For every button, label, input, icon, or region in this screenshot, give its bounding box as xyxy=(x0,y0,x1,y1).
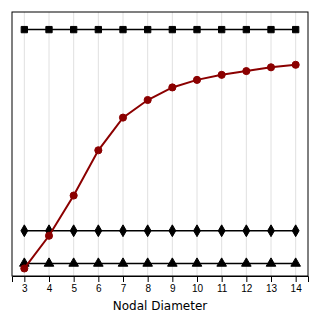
x-tick-mark xyxy=(246,276,247,282)
x-tick-mark xyxy=(197,276,198,282)
x-tick-label: 11 xyxy=(217,283,228,294)
series-marker xyxy=(44,258,54,266)
x-axis-line xyxy=(13,277,309,283)
x-tick-label: 8 xyxy=(145,283,151,294)
x-tick-mark xyxy=(222,276,223,282)
series-marker xyxy=(143,258,153,266)
x-tick-label: 10 xyxy=(192,283,204,294)
series-marker xyxy=(291,258,301,266)
x-tick: 6 xyxy=(96,276,102,294)
x-tick-label: 3 xyxy=(22,283,28,294)
x-tick-label: 4 xyxy=(47,283,53,294)
series-marker xyxy=(194,26,200,32)
series-marker xyxy=(217,258,227,266)
x-tick-label: 12 xyxy=(241,283,253,294)
x-tick-label: 9 xyxy=(170,283,176,294)
x-tick-mark xyxy=(296,276,297,282)
x-tick: 13 xyxy=(266,276,278,294)
series-marker xyxy=(169,84,176,91)
x-tick-mark xyxy=(49,276,50,282)
series-marker xyxy=(21,225,28,237)
series-marker xyxy=(243,68,250,75)
series-marker xyxy=(168,258,178,266)
series-marker xyxy=(293,26,299,32)
series-line xyxy=(24,65,295,269)
x-tick-label: 14 xyxy=(291,283,303,294)
series-marker xyxy=(268,26,274,32)
plot: 3 4 5 6 7 8 9 10 11 12 13 14 Nodal Diameter xyxy=(12,12,309,313)
series-marker xyxy=(95,147,102,154)
series-marker xyxy=(268,225,275,237)
x-tick-label: 13 xyxy=(266,283,278,294)
chart: 3 4 5 6 7 8 9 10 11 12 13 14 Nodal Diameter xyxy=(0,0,320,320)
series xyxy=(20,258,301,266)
x-tick: 9 xyxy=(170,276,176,294)
series-marker xyxy=(169,26,175,32)
series-marker xyxy=(45,232,52,239)
x-tick-mark xyxy=(24,276,25,282)
x-tick: 14 xyxy=(291,276,303,294)
series-marker xyxy=(119,114,126,121)
x-tick: 3 xyxy=(22,276,28,294)
series-marker xyxy=(218,71,225,78)
series-marker xyxy=(266,258,276,266)
x-tick-label: 6 xyxy=(96,283,102,294)
x-tick-mark xyxy=(148,276,149,282)
series-marker xyxy=(144,225,151,237)
series-marker xyxy=(145,26,151,32)
series-marker xyxy=(118,258,128,266)
series-marker xyxy=(243,225,250,237)
series-marker xyxy=(292,225,299,237)
series-marker xyxy=(243,26,249,32)
x-tick: 10 xyxy=(192,276,204,294)
x-tick: 12 xyxy=(241,276,253,294)
series xyxy=(21,26,299,32)
x-tick-mark xyxy=(98,276,99,282)
x-tick-label: 7 xyxy=(121,283,127,294)
series-marker xyxy=(21,26,27,32)
x-tick: 4 xyxy=(47,276,53,294)
x-tick: 7 xyxy=(121,276,127,294)
x-axis-title: Nodal Diameter xyxy=(113,299,208,313)
series-marker xyxy=(71,26,77,32)
plot-frame xyxy=(12,12,308,276)
series-marker xyxy=(194,225,201,237)
series-marker xyxy=(242,258,252,266)
series-marker xyxy=(95,26,101,32)
x-tick: 11 xyxy=(217,276,228,294)
series-marker xyxy=(21,265,28,272)
series-marker xyxy=(95,225,102,237)
series-marker xyxy=(70,192,77,199)
series-marker xyxy=(292,61,299,68)
series-marker xyxy=(218,225,225,237)
series-group xyxy=(20,26,301,272)
grid xyxy=(24,12,295,276)
series xyxy=(21,61,299,272)
series-marker xyxy=(169,225,176,237)
x-tick: 8 xyxy=(145,276,151,294)
series-marker xyxy=(46,26,52,32)
series-marker xyxy=(70,225,77,237)
series xyxy=(21,225,299,237)
series-marker xyxy=(94,258,104,266)
x-tick-mark xyxy=(271,276,272,282)
series-line xyxy=(24,230,295,232)
x-tick-mark xyxy=(74,276,75,282)
series-marker xyxy=(120,225,127,237)
series-marker xyxy=(219,26,225,32)
series-marker xyxy=(120,26,126,32)
series-marker xyxy=(144,96,151,103)
series-marker xyxy=(69,258,79,266)
x-axis: 3 4 5 6 7 8 9 10 11 12 13 14 xyxy=(13,276,309,294)
x-tick: 5 xyxy=(71,276,77,294)
x-tick-mark xyxy=(123,276,124,282)
x-tick-mark xyxy=(172,276,173,282)
series-line xyxy=(24,29,295,31)
series-marker xyxy=(267,64,274,71)
x-tick-label: 5 xyxy=(71,283,77,294)
series-line xyxy=(24,263,295,265)
series-marker xyxy=(192,258,202,266)
series-marker xyxy=(193,76,200,83)
